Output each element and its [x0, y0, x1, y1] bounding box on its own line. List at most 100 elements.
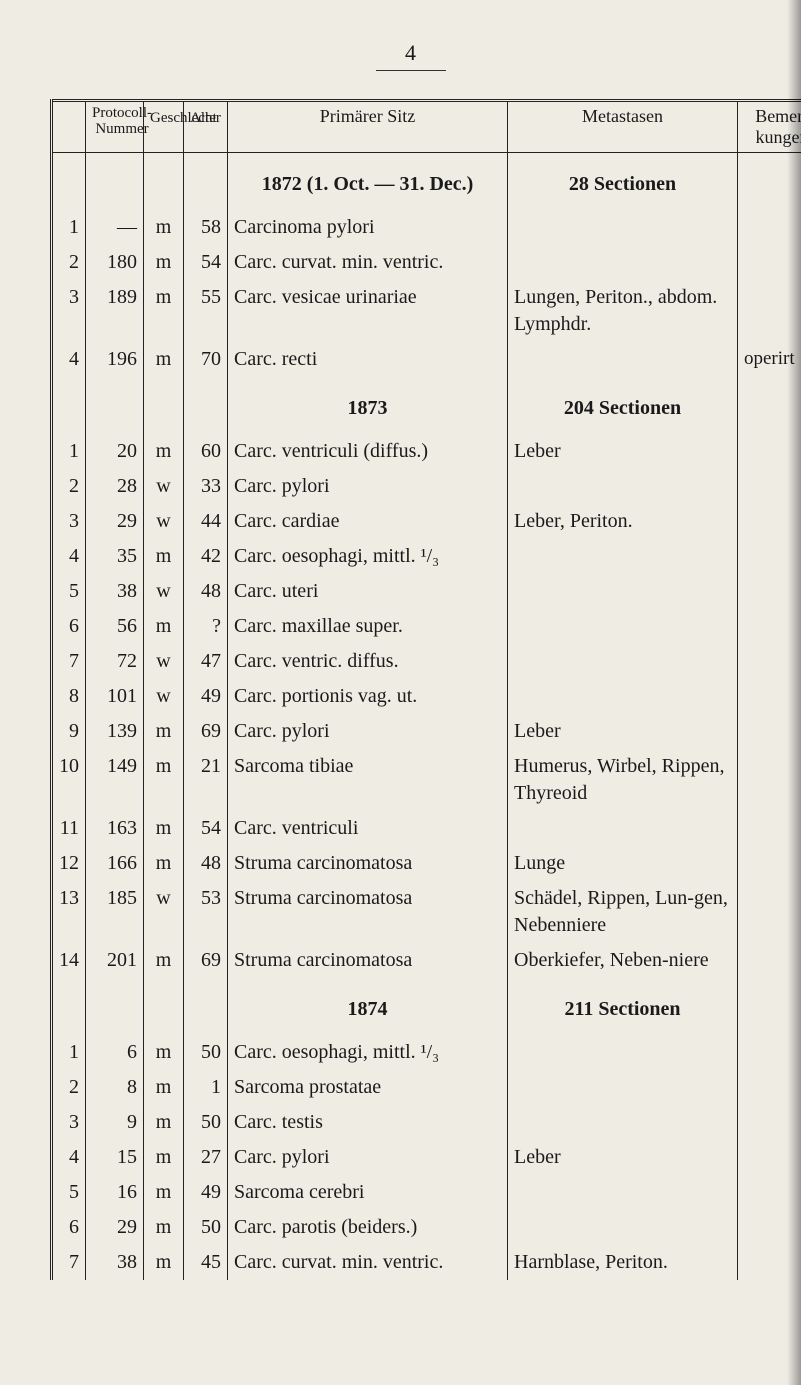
cell-age: 70 — [184, 342, 228, 377]
section-heading-right: 28 Sectionen — [508, 153, 738, 210]
cell-age: 54 — [184, 245, 228, 280]
cell-sex: m — [144, 539, 184, 574]
cell-sex: w — [144, 644, 184, 679]
cell-age: 44 — [184, 504, 228, 539]
cell-protocoll: 38 — [86, 1245, 144, 1280]
cell-sex: m — [144, 245, 184, 280]
cell-metastasen — [508, 342, 738, 377]
cell-primaerer-sitz: Carc. ventric. diffus. — [228, 644, 508, 679]
table-row: 39m50Carc. testis — [52, 1105, 801, 1140]
cell-index: 4 — [52, 342, 86, 377]
cell-metastasen: Leber — [508, 1140, 738, 1175]
cell-age: 60 — [184, 434, 228, 469]
cell-primaerer-sitz: Carc. curvat. min. ventric. — [228, 245, 508, 280]
cell-primaerer-sitz: Struma carcinomatosa — [228, 846, 508, 881]
cell-age: 69 — [184, 943, 228, 978]
cell-age: 48 — [184, 574, 228, 609]
cell-age: 58 — [184, 210, 228, 245]
cell-protocoll: 28 — [86, 469, 144, 504]
cell-index: 14 — [52, 943, 86, 978]
cell-sex: m — [144, 342, 184, 377]
cell-index: 5 — [52, 1175, 86, 1210]
cell-sex: m — [144, 434, 184, 469]
cell-sex: w — [144, 504, 184, 539]
table-row: 4196m70Carc. rectioperirt — [52, 342, 801, 377]
cell-primaerer-sitz: Carc. recti — [228, 342, 508, 377]
page-gutter-shadow — [787, 0, 801, 1385]
cell-sex: m — [144, 714, 184, 749]
cell-protocoll: 180 — [86, 245, 144, 280]
cell-sex: m — [144, 846, 184, 881]
cell-age: 33 — [184, 469, 228, 504]
cell-protocoll: 163 — [86, 811, 144, 846]
cell-index: 7 — [52, 1245, 86, 1280]
cell-age: 48 — [184, 846, 228, 881]
table-row: 738m45Carc. curvat. min. ventric.Harnbla… — [52, 1245, 801, 1280]
cell-metastasen — [508, 210, 738, 245]
cell-index: 3 — [52, 280, 86, 342]
cell-metastasen — [508, 1070, 738, 1105]
cell-primaerer-sitz: Carc. pylori — [228, 1140, 508, 1175]
cell-index: 7 — [52, 644, 86, 679]
cell-metastasen — [508, 469, 738, 504]
cell-primaerer-sitz: Carc. vesicae urinariae — [228, 280, 508, 342]
cell-index: 5 — [52, 574, 86, 609]
table-row: 11163m54Carc. ventriculi — [52, 811, 801, 846]
cell-primaerer-sitz: Carc. parotis (beiders.) — [228, 1210, 508, 1245]
table-row: 538w48Carc. uteri — [52, 574, 801, 609]
cell-index: 12 — [52, 846, 86, 881]
table-header: Protocoll- Nummer Geschlecht Alter Primä… — [52, 101, 801, 154]
cell-sex: m — [144, 280, 184, 342]
table-body: 1872 (1. Oct. — 31. Dec.)28 Sectionen1—m… — [52, 153, 801, 1280]
cell-index: 1 — [52, 434, 86, 469]
cell-index: 3 — [52, 1105, 86, 1140]
cell-age: ? — [184, 609, 228, 644]
cell-age: 69 — [184, 714, 228, 749]
cell-age: 50 — [184, 1210, 228, 1245]
cell-protocoll: 29 — [86, 504, 144, 539]
table-row: 329w44Carc. cardiaeLeber, Periton. — [52, 504, 801, 539]
cell-protocoll: 16 — [86, 1175, 144, 1210]
cell-index: 11 — [52, 811, 86, 846]
section-heading-row: 1873204 Sectionen — [52, 377, 801, 434]
cell-sex: m — [144, 1105, 184, 1140]
col-protocoll: Protocoll- Nummer — [86, 101, 144, 153]
cell-sex: m — [144, 210, 184, 245]
table-row: 228w33Carc. pylori — [52, 469, 801, 504]
cell-primaerer-sitz: Carcinoma pylori — [228, 210, 508, 245]
section-heading-row: 1872 (1. Oct. — 31. Dec.)28 Sectionen — [52, 153, 801, 210]
cell-sex: m — [144, 943, 184, 978]
cell-sex: m — [144, 811, 184, 846]
cell-sex: m — [144, 609, 184, 644]
table-row: 12166m48Struma carcinomatosaLunge — [52, 846, 801, 881]
cell-protocoll: 149 — [86, 749, 144, 811]
cell-primaerer-sitz: Carc. curvat. min. ventric. — [228, 1245, 508, 1280]
cell-index: 13 — [52, 881, 86, 943]
cell-index: 6 — [52, 609, 86, 644]
table-row: 435m42Carc. oesophagi, mittl. ¹/₃ — [52, 539, 801, 574]
cell-index: 2 — [52, 245, 86, 280]
table-row: 13185w53Struma carcinomatosaSchädel, Rip… — [52, 881, 801, 943]
table-row: 629m50Carc. parotis (beiders.) — [52, 1210, 801, 1245]
cell-index: 3 — [52, 504, 86, 539]
col-alter: Alter — [184, 101, 228, 153]
cell-primaerer-sitz: Carc. testis — [228, 1105, 508, 1140]
cell-sex: w — [144, 574, 184, 609]
cell-sex: w — [144, 469, 184, 504]
section-heading-left: 1872 (1. Oct. — 31. Dec.) — [228, 153, 508, 210]
cell-protocoll: 6 — [86, 1035, 144, 1070]
table-row: 10149m21Sarcoma tibiaeHumerus, Wirbel, R… — [52, 749, 801, 811]
cell-metastasen — [508, 1105, 738, 1140]
cell-protocoll: 101 — [86, 679, 144, 714]
table-row: 516m49Sarcoma cerebri — [52, 1175, 801, 1210]
cell-age: 49 — [184, 679, 228, 714]
cell-sex: m — [144, 1070, 184, 1105]
cell-primaerer-sitz: Sarcoma tibiae — [228, 749, 508, 811]
cell-sex: m — [144, 1175, 184, 1210]
cell-metastasen: Harnblase, Periton. — [508, 1245, 738, 1280]
section-heading-left: 1873 — [228, 377, 508, 434]
cell-age: 47 — [184, 644, 228, 679]
cell-age: 54 — [184, 811, 228, 846]
cell-primaerer-sitz: Sarcoma prostatae — [228, 1070, 508, 1105]
cell-protocoll: — — [86, 210, 144, 245]
